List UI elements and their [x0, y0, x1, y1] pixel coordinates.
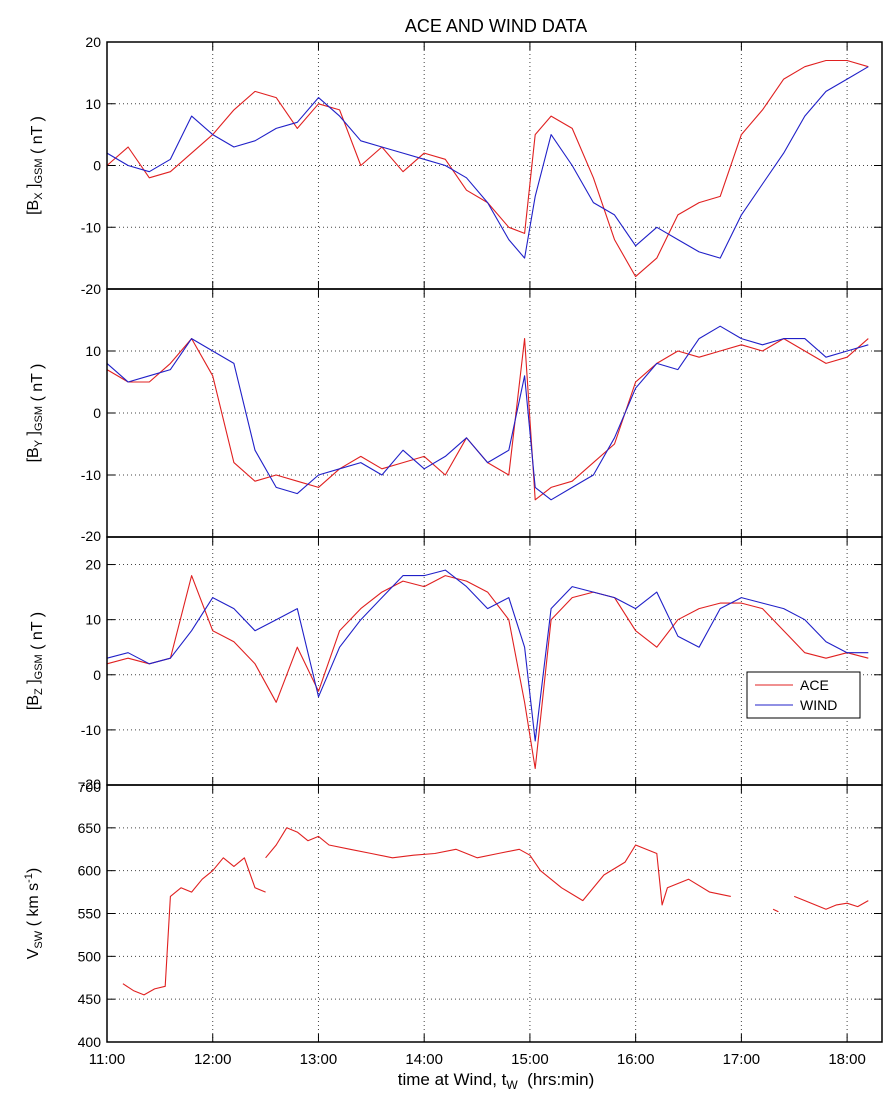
- legend-ace-label: ACE: [800, 677, 829, 693]
- y-axis-label-by-post: ( nT ): [29, 364, 46, 406]
- x-axis-label-units: (hrs:min): [518, 1070, 595, 1089]
- y-axis-label-by-pre: [B: [25, 447, 42, 462]
- y-axis-label-by-sub1: Y: [33, 439, 45, 447]
- ytick-overlap-bottom-bz: -20: [81, 776, 101, 792]
- ytick-label-bx-1: -10: [81, 219, 101, 235]
- y-axis-label-vsw-pre: V: [25, 948, 42, 959]
- x-axis-label: time at Wind, tW (hrs:min): [398, 1070, 594, 1092]
- ytick-label-bx-0: -20: [81, 281, 101, 297]
- ytick-label-bx-2: 0: [93, 158, 101, 174]
- ytick-label-bz-2: 10: [85, 612, 101, 628]
- xtick-label-3: 14:00: [405, 1051, 443, 1068]
- y-axis-label-vsw-post: ): [25, 868, 42, 873]
- ytick-overlap-bottom-by: -20: [81, 528, 101, 544]
- y-axis-label-vsw: VSW ( km s-1): [23, 868, 45, 960]
- xtick-label-5: 16:00: [617, 1051, 655, 1068]
- legend: ACE WIND: [746, 671, 861, 719]
- series-ace-bx: [106, 59, 869, 278]
- panel-frame-bz: [106, 536, 883, 786]
- ytick-label-bz-3: 20: [85, 557, 101, 573]
- series-ace-by: [106, 338, 869, 501]
- ytick-label-vsw-2: 500: [78, 948, 102, 964]
- ytick-overlap-top-vsw: 700: [78, 779, 102, 795]
- ytick-label-by-2: 10: [85, 343, 101, 359]
- ytick-label-vsw-4: 600: [78, 863, 102, 879]
- x-axis-label-main: time at Wind, t: [398, 1070, 507, 1089]
- y-axis-label-bx-sub1: X: [33, 192, 45, 200]
- y-axis-label-by-sub2: GSM: [33, 406, 45, 431]
- series-wind-bz: [106, 569, 869, 742]
- y-axis-label-bx: [BX ]GSM ( nT ): [25, 116, 46, 215]
- ytick-label-by-0: -10: [81, 467, 101, 483]
- ytick-label-bx-3: 10: [85, 96, 101, 112]
- panel-by: -10 0 10 -20 [BY ]GSM ( nT ): [25, 288, 883, 544]
- legend-wind-label: WIND: [800, 697, 837, 713]
- y-axis-label-vsw-sub1: SW: [33, 930, 45, 948]
- legend-box: [746, 671, 861, 719]
- series-ace-vsw-seg3: [793, 895, 869, 910]
- y-axis-label-vsw-mid: ( km s: [25, 883, 42, 931]
- series-wind-by: [106, 325, 869, 501]
- panel-bx: -20 -10 0 10 20 [BX ]GSM ( nT ): [25, 34, 883, 297]
- xtick-label-4: 15:00: [511, 1051, 549, 1068]
- y-axis-label-bx-pre: [B: [25, 200, 42, 215]
- y-axis-label-bz-sub2: GSM: [33, 654, 45, 679]
- y-axis-label-vsw-sup: -1: [23, 873, 35, 883]
- y-axis-label-bx-post: ( nT ): [29, 116, 46, 158]
- y-axis-label-bz-mid: ]: [25, 679, 42, 688]
- series-ace-vsw-seg1: [265, 827, 731, 906]
- y-axis-label-bz-post: ( nT ): [29, 612, 46, 654]
- xtick-label-7: 18:00: [828, 1051, 866, 1068]
- panel-bz: -10 0 10 20 -20 [BZ ]GSM ( nT ): [25, 536, 883, 792]
- ytick-label-vsw-1: 450: [78, 991, 102, 1007]
- ytick-label-vsw-0: 400: [78, 1034, 102, 1050]
- series-ace-bz: [106, 575, 869, 770]
- series-ace-vsw-seg2: [772, 908, 779, 913]
- ytick-label-vsw-5: 650: [78, 820, 102, 836]
- series-wind-bx: [106, 66, 869, 259]
- y-axis-label-bx-mid: ]: [25, 184, 42, 193]
- ytick-label-bx-4: 20: [85, 34, 101, 50]
- panel-vsw: 400 450 500 550 600 650 700 VSW ( km s-1): [23, 779, 883, 1050]
- y-axis-label-bz-sub1: Z: [33, 688, 45, 695]
- ytick-label-bz-1: 0: [93, 667, 101, 683]
- y-axis-label-bx-sub2: GSM: [33, 158, 45, 183]
- panel-frame-vsw: [106, 784, 883, 1043]
- y-axis-label-bz-pre: [B: [25, 695, 42, 710]
- ytick-label-bz-0: -10: [81, 722, 101, 738]
- xtick-label-0: 11:00: [89, 1051, 125, 1068]
- x-axis-label-sub: W: [506, 1078, 518, 1092]
- y-axis-label-by-mid: ]: [25, 431, 42, 440]
- ytick-label-by-1: 0: [93, 405, 101, 421]
- y-axis-label-bz: [BZ ]GSM ( nT ): [25, 612, 46, 710]
- series-ace-vsw-seg0: [122, 857, 266, 996]
- chart-title: ACE AND WIND DATA: [405, 16, 587, 36]
- y-axis-label-by: [BY ]GSM ( nT ): [25, 364, 46, 463]
- xtick-label-6: 17:00: [723, 1051, 761, 1068]
- xtick-label-2: 13:00: [300, 1051, 338, 1068]
- xtick-label-1: 12:00: [194, 1051, 232, 1068]
- ytick-label-vsw-3: 550: [78, 906, 102, 922]
